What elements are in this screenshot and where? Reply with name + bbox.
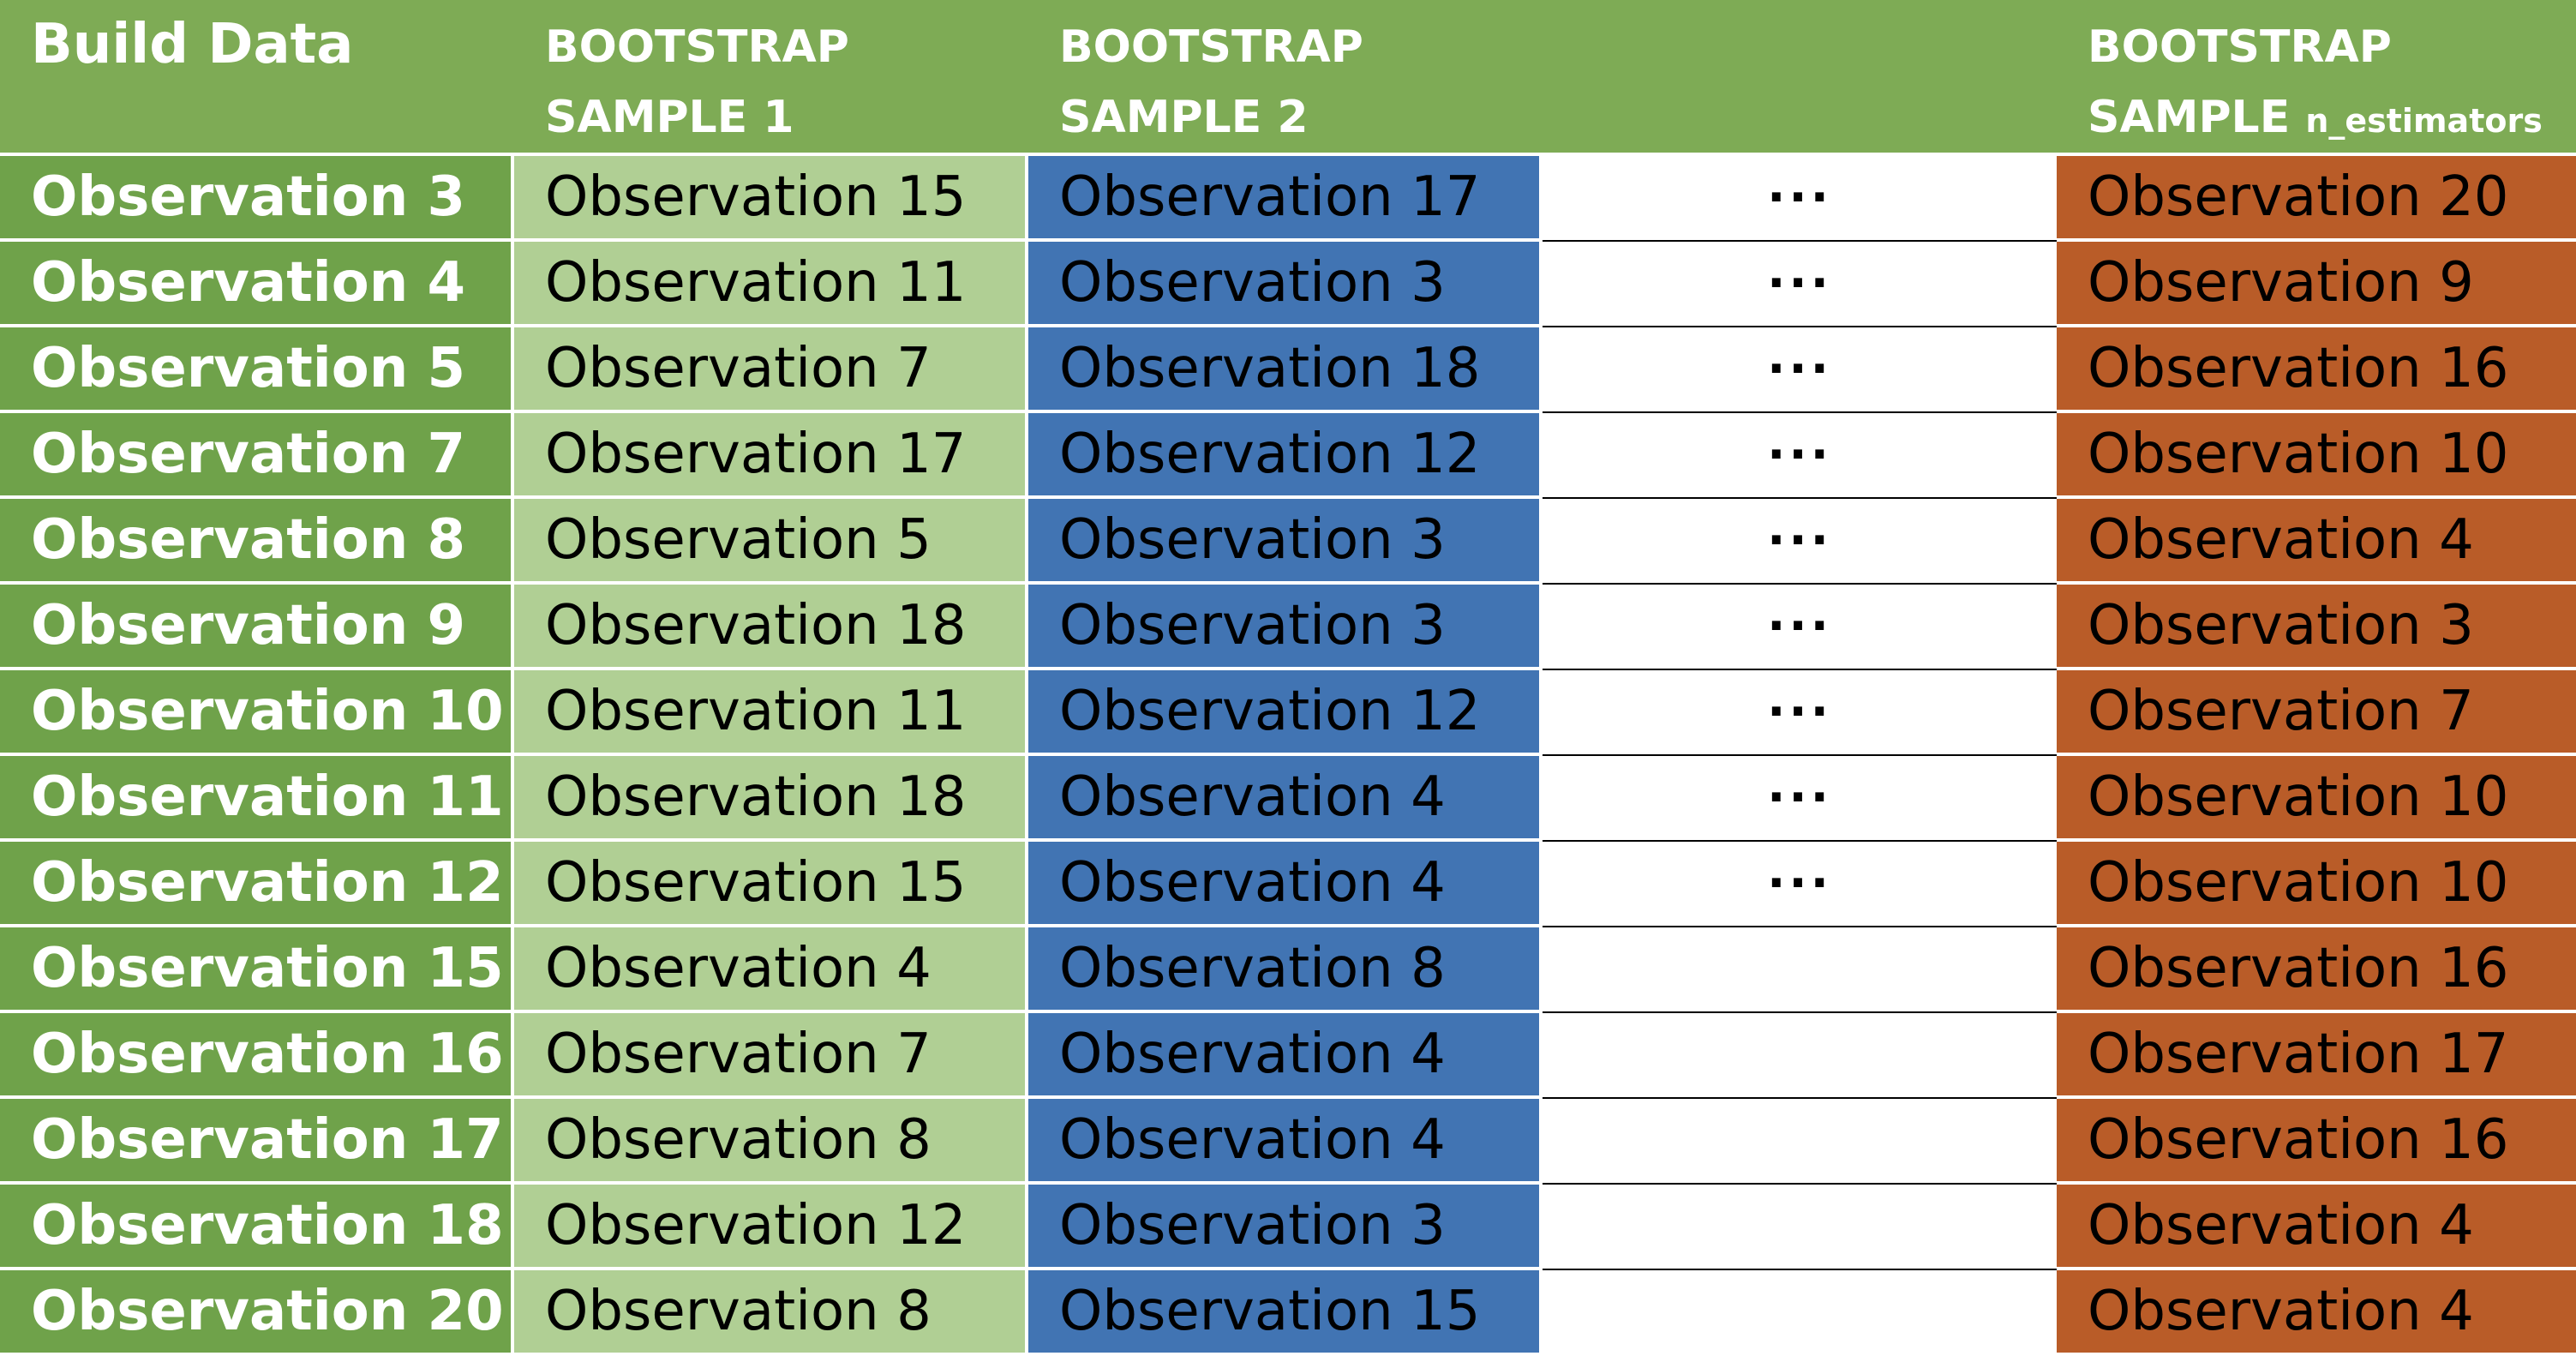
sample-1-cell: Observation 8 xyxy=(514,1099,1028,1185)
header-build-data: Build Data xyxy=(0,0,514,156)
sample-n-cell: Observation 16 xyxy=(2057,927,2576,1013)
sample-2-cell: Observation 4 xyxy=(1028,756,1543,842)
sample-n-cell: Observation 16 xyxy=(2057,327,2576,413)
sample-1-cell: Observation 12 xyxy=(514,1185,1028,1270)
sample-2-cell: Observation 3 xyxy=(1028,1185,1543,1270)
sample-1-cell: Observation 18 xyxy=(514,756,1028,842)
build-data-cell: Observation 11 xyxy=(0,756,514,842)
sample-n-cell: Observation 10 xyxy=(2057,413,2576,499)
sample-1-cell: Observation 7 xyxy=(514,1013,1028,1099)
sample-1-cell: Observation 17 xyxy=(514,413,1028,499)
ellipsis-cell: ··· xyxy=(1543,670,2057,756)
build-data-cell: Observation 16 xyxy=(0,1013,514,1099)
ellipsis-cell: ··· xyxy=(1543,156,2057,242)
header-s1-line1: BOOTSTRAP xyxy=(545,21,849,73)
sample-2-cell: Observation 18 xyxy=(1028,327,1543,413)
sample-n-cell: Observation 4 xyxy=(2057,1185,2576,1270)
header-bootstrap-sample-1: BOOTSTRAP SAMPLE 1 xyxy=(514,0,1028,156)
header-s2-line1: BOOTSTRAP xyxy=(1059,21,1363,73)
sample-n-cell: Observation 10 xyxy=(2057,756,2576,842)
sample-n-cell: Observation 20 xyxy=(2057,156,2576,242)
build-data-cell: Observation 7 xyxy=(0,413,514,499)
sample-1-cell: Observation 15 xyxy=(514,842,1028,927)
sample-1-cell: Observation 15 xyxy=(514,156,1028,242)
sample-1-cell: Observation 5 xyxy=(514,499,1028,585)
sample-2-cell: Observation 8 xyxy=(1028,927,1543,1013)
sample-2-cell: Observation 4 xyxy=(1028,842,1543,927)
build-data-cell: Observation 20 xyxy=(0,1270,514,1356)
ellipsis-cell xyxy=(1543,1013,2057,1099)
header-sn-line2: SAMPLE n_estimators xyxy=(2088,82,2543,153)
sample-n-cell: Observation 9 xyxy=(2057,242,2576,327)
sample-1-cell: Observation 4 xyxy=(514,927,1028,1013)
build-data-cell: Observation 8 xyxy=(0,499,514,585)
ellipsis-cell: ··· xyxy=(1543,756,2057,842)
sample-1-cell: Observation 11 xyxy=(514,242,1028,327)
sample-n-cell: Observation 3 xyxy=(2057,585,2576,670)
build-data-cell: Observation 12 xyxy=(0,842,514,927)
header-sn-line1: BOOTSTRAP xyxy=(2088,21,2392,73)
sample-1-cell: Observation 7 xyxy=(514,327,1028,413)
header-ellipsis-column xyxy=(1543,0,2057,156)
ellipsis-cell: ··· xyxy=(1543,842,2057,927)
sample-2-cell: Observation 17 xyxy=(1028,156,1543,242)
ellipsis-cell xyxy=(1543,1099,2057,1185)
sample-1-cell: Observation 11 xyxy=(514,670,1028,756)
ellipsis-cell: ··· xyxy=(1543,585,2057,670)
sample-1-cell: Observation 18 xyxy=(514,585,1028,670)
ellipsis-cell xyxy=(1543,927,2057,1013)
sample-2-cell: Observation 12 xyxy=(1028,670,1543,756)
sample-2-cell: Observation 3 xyxy=(1028,242,1543,327)
sample-2-cell: Observation 3 xyxy=(1028,499,1543,585)
header-sn-line2-text: SAMPLE xyxy=(2088,92,2291,143)
sample-n-cell: Observation 10 xyxy=(2057,842,2576,927)
build-data-cell: Observation 17 xyxy=(0,1099,514,1185)
sample-1-cell: Observation 8 xyxy=(514,1270,1028,1356)
sample-n-cell: Observation 4 xyxy=(2057,1270,2576,1356)
build-data-cell: Observation 15 xyxy=(0,927,514,1013)
header-build-data-label: Build Data xyxy=(31,13,354,76)
ellipsis-cell: ··· xyxy=(1543,242,2057,327)
header-s1-line2: SAMPLE 1 xyxy=(545,92,794,143)
ellipsis-cell: ··· xyxy=(1543,327,2057,413)
sample-2-cell: Observation 15 xyxy=(1028,1270,1543,1356)
build-data-cell: Observation 5 xyxy=(0,327,514,413)
build-data-cell: Observation 18 xyxy=(0,1185,514,1270)
sample-n-cell: Observation 16 xyxy=(2057,1099,2576,1185)
sample-2-cell: Observation 12 xyxy=(1028,413,1543,499)
ellipsis-cell xyxy=(1543,1185,2057,1270)
ellipsis-cell: ··· xyxy=(1543,499,2057,585)
header-sn-subscript: n_estimators xyxy=(2305,102,2543,140)
build-data-cell: Observation 9 xyxy=(0,585,514,670)
header-s2-line2: SAMPLE 2 xyxy=(1059,92,1309,143)
sample-2-cell: Observation 4 xyxy=(1028,1099,1543,1185)
build-data-cell: Observation 10 xyxy=(0,670,514,756)
ellipsis-cell xyxy=(1543,1270,2057,1356)
sample-2-cell: Observation 3 xyxy=(1028,585,1543,670)
sample-2-cell: Observation 4 xyxy=(1028,1013,1543,1099)
build-data-cell: Observation 3 xyxy=(0,156,514,242)
sample-n-cell: Observation 4 xyxy=(2057,499,2576,585)
build-data-cell: Observation 4 xyxy=(0,242,514,327)
header-bootstrap-sample-n: BOOTSTRAP SAMPLE n_estimators xyxy=(2057,0,2576,156)
header-bootstrap-sample-2: BOOTSTRAP SAMPLE 2 xyxy=(1028,0,1543,156)
ellipsis-cell: ··· xyxy=(1543,413,2057,499)
sample-n-cell: Observation 17 xyxy=(2057,1013,2576,1099)
sample-n-cell: Observation 7 xyxy=(2057,670,2576,756)
